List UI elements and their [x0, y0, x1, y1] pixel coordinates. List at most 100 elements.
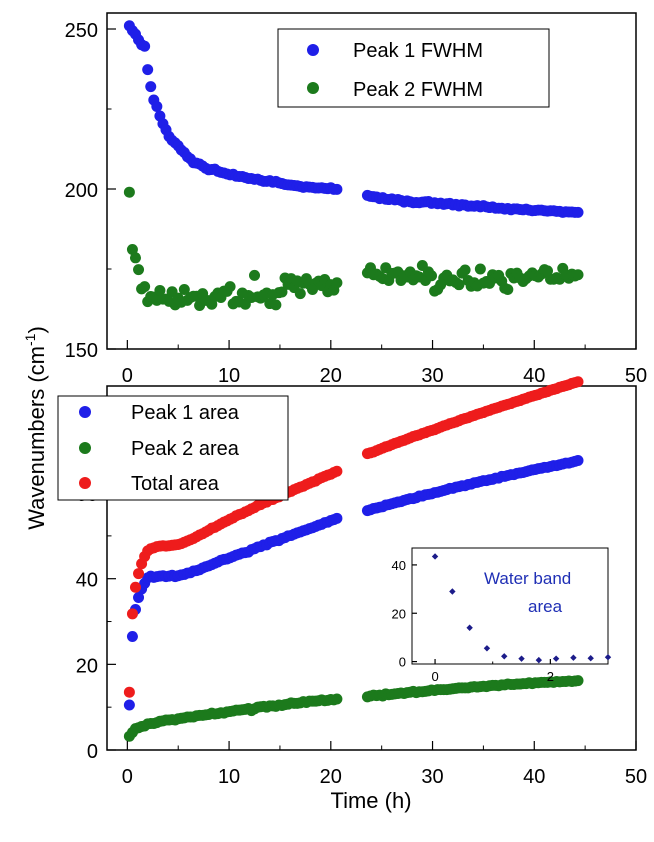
top-ytick-label-0: 150 [65, 340, 98, 362]
top-legend: Peak 1 FWHM Peak 2 FWHM [277, 28, 550, 108]
top-s1-point [474, 263, 486, 275]
bottom-s1-point [572, 675, 584, 687]
top-xtick-label-2: 20 [320, 365, 342, 387]
bottom-marks [123, 376, 584, 742]
bottom-s1-point [331, 693, 343, 705]
inset-point [449, 588, 456, 595]
top-s1-point [178, 283, 190, 295]
bottom-s2-point [129, 581, 141, 593]
bottom-xtick-label-4: 40 [523, 766, 545, 788]
inset-label-line1: Water band [484, 569, 571, 588]
top-s0-point [145, 81, 157, 93]
bottom-xtick-label-5: 50 [625, 766, 647, 788]
bottom-legend: Peak 1 area Peak 2 area Total area [57, 395, 289, 501]
y-title-pre: Wavenumbers (cm [24, 346, 49, 530]
inset-point [570, 654, 577, 661]
top-s1-point [541, 265, 553, 277]
legend-marker-total-area [79, 477, 91, 489]
inset-ytick-label-2: 40 [392, 558, 406, 573]
legend-marker-peak2-area [79, 442, 91, 454]
bottom-ytick-label-0: 0 [87, 741, 98, 763]
top-s1-point [294, 288, 306, 300]
top-s1-point [126, 243, 138, 255]
inset-xtick-label-1: 2 [547, 669, 554, 684]
top-s1-point [129, 252, 141, 264]
inset-point [535, 656, 543, 664]
inset-point [552, 655, 560, 662]
inset-label-line2: area [528, 597, 563, 616]
top-s1-point [224, 281, 236, 293]
top-s1-point [331, 277, 343, 289]
inset-point [483, 645, 491, 652]
top-xtick-label-4: 40 [523, 365, 545, 387]
top-s1-point [453, 279, 465, 291]
top-s0-point [151, 100, 163, 112]
top-s1-point [249, 269, 261, 281]
bottom-s0-point [126, 631, 138, 643]
inset-point [604, 654, 612, 661]
top-s1-point [270, 299, 282, 311]
top-marks [123, 20, 584, 311]
legend-label-peak1-area: Peak 1 area [131, 402, 240, 424]
top-xtick-label-0: 0 [122, 365, 133, 387]
bottom-ytick-label-2: 40 [76, 570, 98, 592]
top-s1-point [276, 286, 288, 298]
top-s1-point [139, 281, 151, 293]
bottom-s2-point [572, 376, 584, 388]
inset-frame [411, 547, 609, 665]
bottom-legend-box [57, 395, 289, 501]
top-panel: 0 10 20 30 40 50 150 200 250 Peak 1 FWHM Peak 2 … [65, 12, 648, 387]
top-s1-point [426, 270, 438, 282]
inset-point [466, 624, 473, 631]
inset-point [587, 655, 594, 662]
legend-label-total-area: Total area [131, 473, 220, 495]
legend-marker-peak2-fwhm [307, 82, 319, 94]
top-s0-point [331, 183, 343, 195]
bottom-s2-point [331, 465, 343, 477]
top-ytick-label-2: 250 [65, 20, 98, 42]
bottom-plot-frame [106, 385, 637, 751]
x-axis-title: Time (h) [330, 788, 411, 813]
bottom-s0-point [133, 592, 145, 604]
bottom-xtick-label-0: 0 [122, 766, 133, 788]
top-xtick-label-3: 30 [421, 365, 443, 387]
top-ytick-label-1: 200 [65, 180, 98, 202]
top-s0-point [572, 206, 584, 218]
inset-point [431, 553, 439, 560]
top-s1-point [133, 264, 145, 276]
top-s0-point [142, 64, 154, 76]
bottom-xtick-label-3: 30 [421, 766, 443, 788]
top-plot-frame [106, 12, 637, 350]
bottom-xtick-label-2: 20 [320, 766, 342, 788]
bottom-ytick-label-1: 20 [76, 655, 98, 677]
legend-marker-peak1-fwhm [307, 44, 319, 56]
inset-marks [431, 553, 612, 664]
top-s1-point [459, 264, 471, 276]
top-s1-point [502, 283, 514, 295]
top-legend-box [277, 28, 550, 108]
bottom-axes: 010203040500204060 [76, 484, 647, 788]
legend-label-peak2-fwhm: Peak 2 FWHM [353, 79, 483, 101]
top-xtick-label-1: 10 [218, 365, 240, 387]
bottom-s2-point [123, 686, 135, 698]
top-xtick-label-5: 50 [625, 365, 647, 387]
bottom-s2-point [126, 608, 138, 620]
top-s1-point [572, 269, 584, 281]
bottom-s0-point [572, 455, 584, 467]
top-s1-point [154, 284, 166, 296]
legend-label-peak2-area: Peak 2 area [131, 438, 240, 460]
y-title-post: ) [24, 326, 49, 333]
legend-label-peak1-fwhm: Peak 1 FWHM [353, 40, 483, 62]
top-axes: 0 10 20 30 40 50 150 200 250 [65, 20, 648, 387]
top-s1-point [123, 186, 135, 198]
top-s0-point [139, 40, 151, 52]
inset-ytick-label-0: 0 [399, 655, 406, 670]
inset-xtick-label-0: 0 [431, 669, 438, 684]
bottom-s0-point [331, 512, 343, 524]
y-title-sup: -1 [22, 333, 38, 346]
inset-point [501, 653, 508, 660]
inset-ytick-label-1: 20 [392, 606, 406, 621]
